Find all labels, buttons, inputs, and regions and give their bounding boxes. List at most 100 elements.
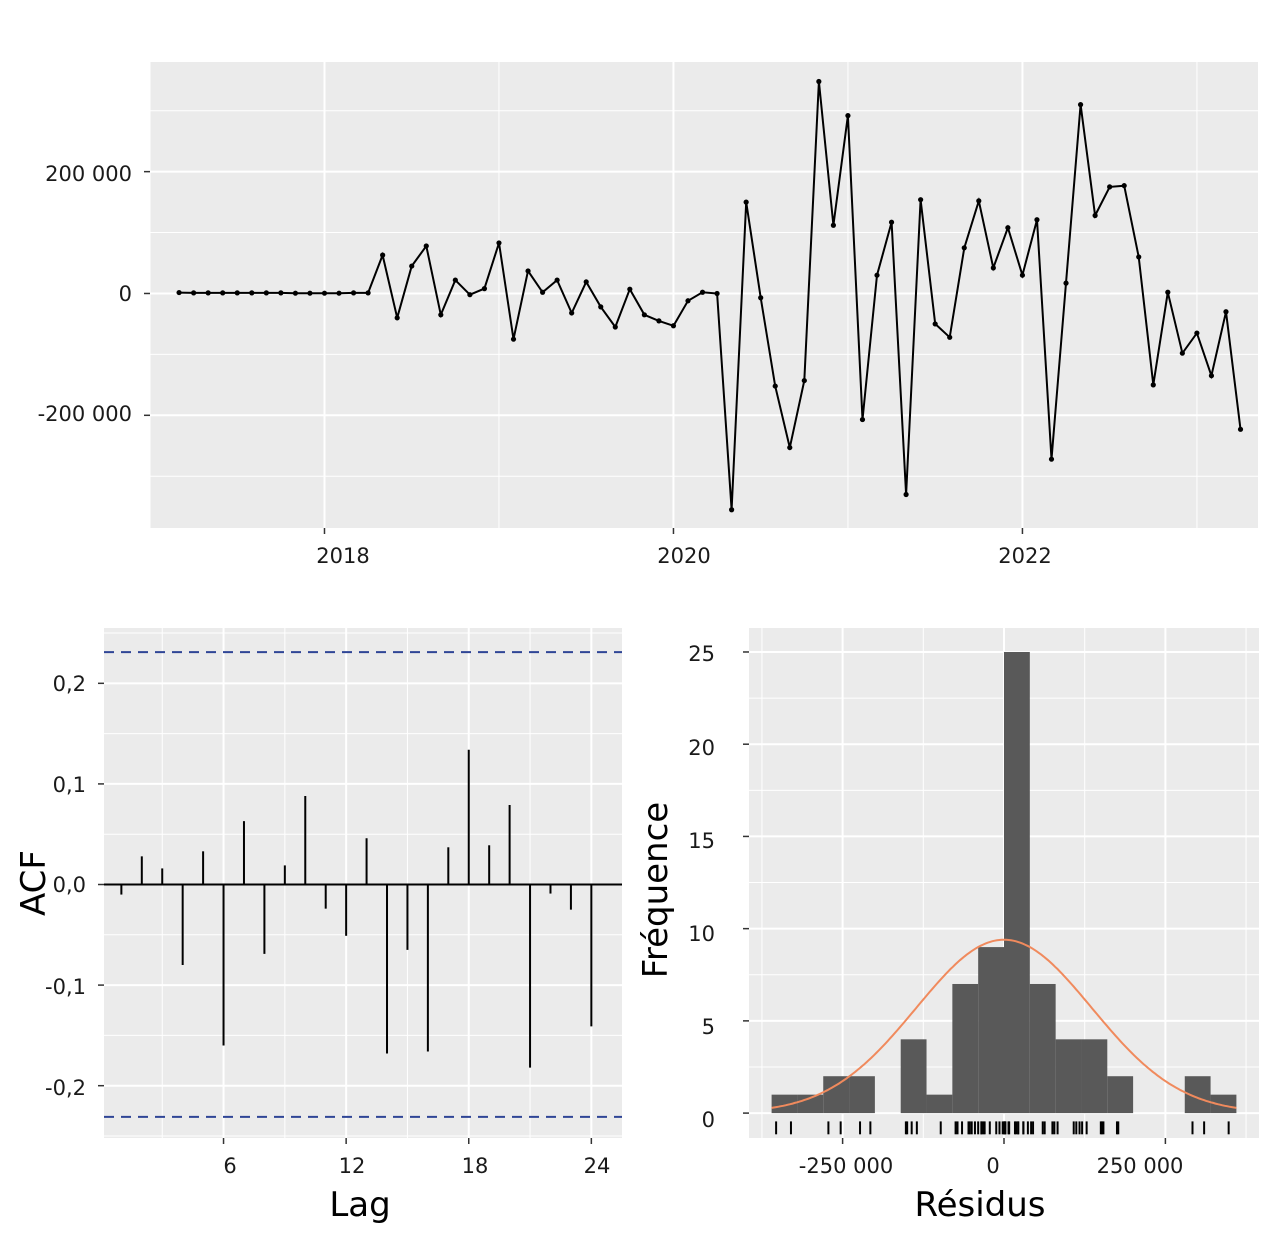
- residuals-time-series-panel: -200 000 0 200 000 2018 2020 2022: [38, 62, 1258, 568]
- histogram-x-tick-label: -250 000: [799, 1154, 893, 1178]
- histogram-x-axis-title: Résidus: [914, 1185, 1045, 1225]
- residual-point: [932, 321, 938, 327]
- residual-point: [569, 310, 575, 316]
- histogram-x-tick-label: 0: [986, 1154, 999, 1178]
- residual-point: [234, 290, 240, 296]
- residual-point: [685, 298, 691, 304]
- residual-point: [423, 243, 429, 249]
- residual-point: [380, 252, 386, 258]
- histogram-bar: [1107, 1076, 1134, 1114]
- residual-point: [627, 286, 633, 292]
- residual-point: [641, 312, 647, 318]
- residual-point: [176, 289, 182, 296]
- normal-density-curve: [771, 938, 1237, 1109]
- residual-point: [772, 383, 778, 389]
- residual-point: [874, 272, 880, 278]
- residuals-histogram-panel: 0 5 10 15 20 25 -250 000 0 250 000 Résid…: [636, 628, 1259, 1225]
- acf-x-tick-label: 18: [462, 1154, 489, 1178]
- residual-point: [961, 245, 967, 251]
- residual-point: [220, 290, 226, 296]
- residual-point: [496, 240, 502, 246]
- histogram-x-axis: -250 000 0 250 000: [799, 1138, 1184, 1178]
- residual-point: [714, 290, 720, 297]
- acf-y-axis-title: ACF: [14, 850, 54, 916]
- residual-point: [947, 334, 953, 340]
- residual-point: [1136, 254, 1142, 260]
- histogram-bar: [823, 1076, 850, 1114]
- residual-point: [292, 290, 299, 296]
- histogram-bar: [952, 983, 979, 1114]
- residual-point: [307, 290, 313, 296]
- residual-point: [859, 416, 866, 423]
- residual-point: [1165, 289, 1171, 295]
- histogram-bar: [771, 1094, 798, 1114]
- residual-point: [1048, 456, 1055, 462]
- acf-panel-background: [104, 628, 622, 1138]
- acf-panel: -0,2 -0,1 0,0 0,1 0,2 6 12 18 24 Lag ACF: [14, 628, 622, 1225]
- histogram-y-axis-title: Fréquence: [636, 802, 676, 978]
- residual-point: [845, 113, 851, 119]
- residual-point: [249, 290, 255, 296]
- histogram-bar: [1081, 1039, 1108, 1114]
- acf-x-tick-label: 12: [339, 1154, 366, 1178]
- histogram-bar: [1055, 1039, 1082, 1114]
- residual-point: [656, 318, 662, 324]
- residual-point: [365, 290, 371, 296]
- histogram-bar: [978, 947, 1004, 1114]
- residual-point: [888, 219, 895, 225]
- residual-point: [743, 199, 749, 205]
- histogram-bar: [1210, 1094, 1237, 1114]
- acf-y-tick-label: -0,2: [45, 1076, 86, 1100]
- acf-y-tick-label: 0,0: [53, 873, 86, 897]
- acf-y-tick-label: 0,1: [53, 773, 86, 797]
- residual-point: [990, 265, 996, 271]
- histogram-bar: [900, 1039, 927, 1114]
- histogram-bar: [926, 1094, 953, 1114]
- histogram-bar: [1029, 983, 1056, 1114]
- acf-bars: [104, 651, 622, 1118]
- residuals-x-axis: 2018 2020 2022: [316, 528, 1052, 568]
- residual-point: [336, 290, 342, 296]
- residual-point: [1034, 217, 1040, 223]
- residuals-series: [176, 78, 1244, 513]
- residual-point: [903, 491, 909, 498]
- residuals-x-tick-label: 2018: [316, 544, 369, 568]
- residuals-panel-background: [150, 62, 1258, 528]
- residual-point: [918, 197, 924, 203]
- residual-point: [1194, 330, 1200, 336]
- residuals-y-tick-label: 0: [119, 282, 132, 306]
- residual-point: [1107, 184, 1113, 190]
- residual-point: [976, 198, 982, 204]
- histogram-y-tick-label: 15: [688, 829, 715, 853]
- histogram-y-tick-label: 10: [688, 922, 715, 946]
- residual-point: [1077, 102, 1084, 108]
- residual-point: [1208, 373, 1215, 379]
- residual-point: [598, 304, 604, 310]
- acf-x-tick-label: 6: [223, 1154, 236, 1178]
- residual-point: [729, 507, 735, 513]
- histogram-y-tick-label: 5: [702, 1015, 715, 1039]
- residual-point: [191, 290, 197, 296]
- residual-point: [350, 290, 357, 296]
- residual-point: [612, 324, 618, 330]
- histogram-bar: [849, 1076, 875, 1114]
- residual-point: [1005, 225, 1011, 231]
- residual-point: [1092, 212, 1098, 219]
- residual-point: [525, 268, 531, 274]
- residual-point: [409, 263, 415, 269]
- histogram-y-axis: 0 5 10 15 20 25: [688, 642, 749, 1132]
- residual-point: [554, 277, 560, 283]
- histogram-y-tick-label: 20: [688, 736, 715, 760]
- residual-point: [438, 312, 444, 318]
- residual-point: [699, 289, 706, 295]
- residual-point: [758, 295, 764, 301]
- residual-point: [1223, 309, 1229, 315]
- residual-point: [467, 292, 473, 298]
- residual-point: [278, 290, 284, 296]
- histogram-x-tick-label: 250 000: [1097, 1154, 1184, 1178]
- residuals-x-tick-label: 2022: [998, 544, 1051, 568]
- residual-point: [263, 290, 269, 296]
- residuals-y-tick-label: 200 000: [45, 162, 132, 186]
- residuals-x-tick-label: 2020: [657, 544, 710, 568]
